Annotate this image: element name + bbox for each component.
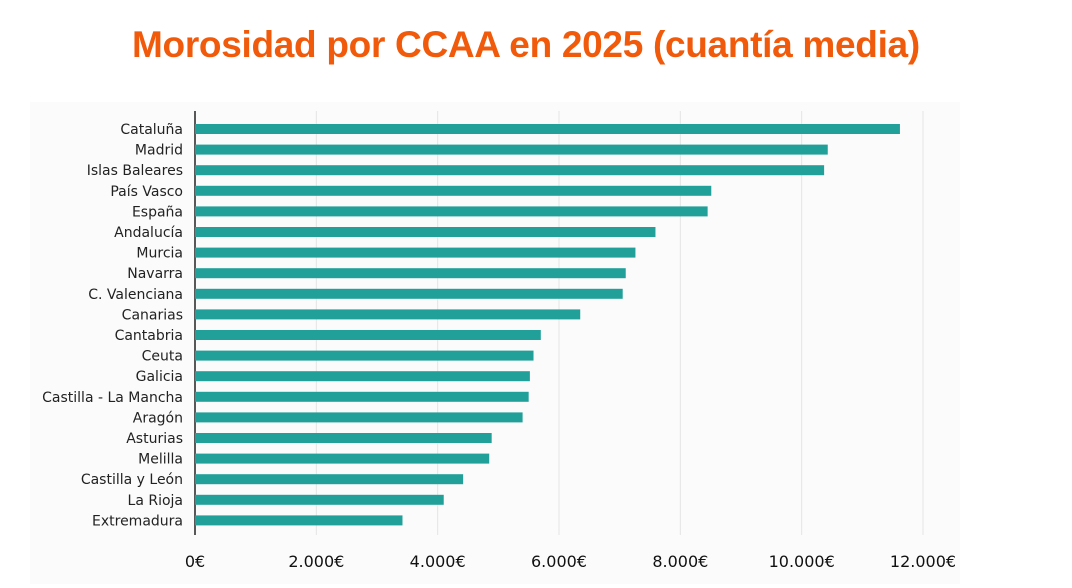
bar-melilla bbox=[195, 453, 490, 464]
x-tick-label: 10.000€ bbox=[769, 552, 835, 571]
category-label: Navarra bbox=[127, 266, 183, 282]
category-label: Canarias bbox=[122, 307, 183, 323]
bar-andaluc-a bbox=[195, 227, 656, 237]
category-label: Extremadura bbox=[92, 513, 183, 529]
category-label: Andalucía bbox=[114, 225, 183, 241]
bar-la-rioja bbox=[195, 494, 444, 505]
category-label: País Vasco bbox=[110, 184, 183, 200]
bar-pa-s-vasco bbox=[195, 185, 712, 196]
bar-madrid bbox=[195, 144, 828, 155]
x-tick-label: 2.000€ bbox=[288, 552, 344, 571]
category-label: Asturias bbox=[126, 431, 183, 447]
bar-murcia bbox=[195, 247, 636, 258]
category-label: Galicia bbox=[136, 369, 183, 385]
category-label: Murcia bbox=[136, 246, 183, 262]
bar-castilla-la-mancha bbox=[195, 391, 529, 402]
x-tick-label: 8.000€ bbox=[652, 552, 708, 571]
bar-canarias bbox=[195, 309, 581, 320]
chart-area: Cataluña Madrid Islas Baleares País Vasco Es… bbox=[30, 102, 960, 584]
bar-cantabria bbox=[195, 330, 541, 340]
bar-extremadura bbox=[195, 515, 403, 526]
category-label: Castilla - La Mancha bbox=[42, 390, 183, 406]
category-label: Madrid bbox=[135, 143, 183, 159]
bar-islas-baleares bbox=[195, 165, 825, 176]
x-tick-label: 12.000€ bbox=[890, 552, 956, 571]
category-label: La Rioja bbox=[128, 493, 183, 509]
category-label: C. Valenciana bbox=[88, 287, 183, 303]
bar-asturias bbox=[195, 433, 492, 443]
bar-c-valenciana bbox=[195, 288, 623, 299]
bar-galicia bbox=[195, 371, 530, 382]
category-label: Cantabria bbox=[115, 328, 183, 344]
chart-title: Morosidad por CCAA en 2025 (cuantía medi… bbox=[132, 24, 920, 65]
category-label: Castilla y León bbox=[81, 472, 183, 488]
category-label: Islas Baleares bbox=[87, 163, 183, 179]
bar-navarra bbox=[195, 268, 626, 279]
category-label: Cataluña bbox=[120, 122, 183, 138]
category-label: Ceuta bbox=[142, 349, 183, 365]
category-label: Melilla bbox=[138, 452, 183, 468]
bar-arag-n bbox=[195, 412, 523, 423]
category-label: Aragón bbox=[133, 410, 183, 426]
bar-espa-a bbox=[195, 206, 708, 217]
x-tick-label: 4.000€ bbox=[410, 552, 466, 571]
x-tick-label: 6.000€ bbox=[531, 552, 587, 571]
category-label: España bbox=[132, 204, 183, 220]
x-tick-label: 0€ bbox=[185, 552, 205, 571]
bar-castilla-y-le-n bbox=[195, 474, 464, 485]
bar-chart: Cataluña Madrid Islas Baleares País Vasco Es… bbox=[42, 111, 956, 571]
bar-ceuta bbox=[195, 350, 534, 361]
bar-catalu-a bbox=[195, 124, 900, 134]
